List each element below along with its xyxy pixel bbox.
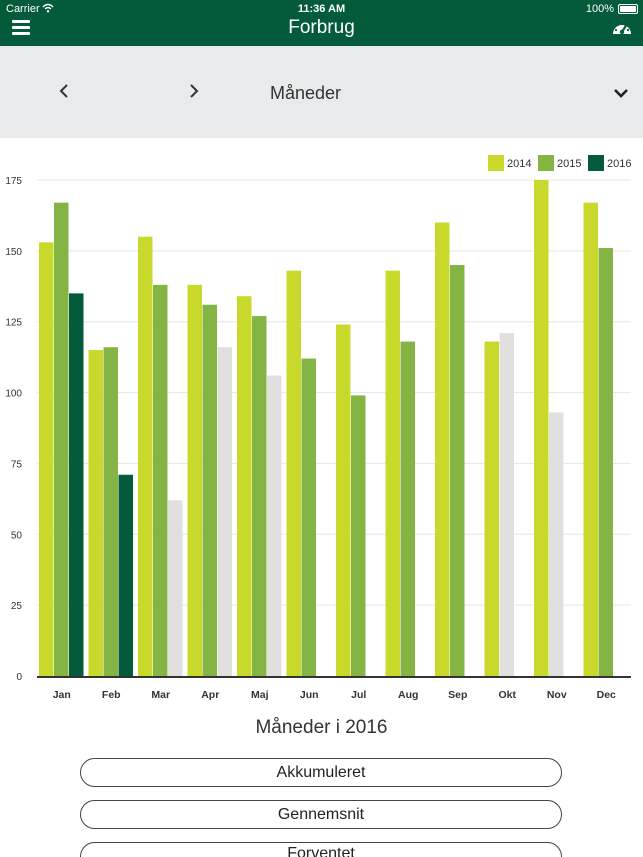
bar-2014-jul <box>336 324 351 676</box>
bar-2015-jan <box>54 202 69 676</box>
bar-2014-sep <box>435 222 450 676</box>
chevron-right-icon <box>190 84 199 98</box>
page-title: Forbrug <box>288 17 355 38</box>
y-tick-label: 125 <box>5 318 22 329</box>
bar-expected-maj <box>267 375 282 676</box>
accumulated-button[interactable]: Akkumuleret <box>80 758 562 787</box>
y-tick-label: 75 <box>11 459 23 470</box>
battery-percent: 100% <box>585 3 614 15</box>
x-tick-label: Maj <box>251 689 269 701</box>
x-tick-label: Jun <box>300 689 319 701</box>
x-tick-label: Mar <box>151 689 170 701</box>
dashboard-gauge-icon[interactable] <box>611 18 633 43</box>
battery-icon <box>618 4 638 14</box>
bar-2014-nov <box>534 180 549 676</box>
bar-2014-apr <box>187 284 202 676</box>
legend-label-2016: 2016 <box>607 158 631 170</box>
average-button[interactable]: Gennemsnit <box>80 800 562 829</box>
x-tick-label: Apr <box>201 689 219 701</box>
chart-subtitle: Måneder i 2016 <box>255 717 388 738</box>
expected-button[interactable]: Forventet <box>80 842 562 857</box>
bar-2015-jun <box>301 358 316 676</box>
bar-2015-maj <box>252 316 267 676</box>
carrier-label: Carrier <box>6 3 40 15</box>
legend-label-2014: 2014 <box>507 158 531 170</box>
bar-2014-dec <box>583 202 598 676</box>
bar-2015-feb <box>103 347 118 676</box>
bar-2015-sep <box>450 265 465 676</box>
y-tick-label: 50 <box>11 530 23 541</box>
x-tick-label: Dec <box>597 689 616 701</box>
legend-label-2015: 2015 <box>557 158 581 170</box>
period-selector: Måneder <box>0 46 643 138</box>
status-time: 11:36 AM <box>297 3 346 15</box>
y-tick-label: 0 <box>16 672 22 683</box>
consumption-bar-chart: 0 25 50 75 100 125 150 175 Jan Feb Mar Apr Maj Jun Jul… <box>5 155 631 701</box>
period-type-label[interactable]: Måneder <box>270 83 342 103</box>
previous-period-button[interactable] <box>55 81 75 101</box>
hamburger-menu-icon[interactable] <box>12 20 30 36</box>
y-tick-label: 25 <box>11 601 23 612</box>
x-tick-label: Feb <box>102 689 121 701</box>
legend-swatch-2015 <box>538 155 554 171</box>
x-tick-label: Nov <box>547 689 567 701</box>
y-tick-label: 175 <box>5 176 22 187</box>
y-tick-label: 150 <box>5 247 22 258</box>
bar-2014-feb <box>88 350 103 676</box>
y-tick-label: 100 <box>5 389 22 400</box>
bar-2015-aug <box>400 341 415 676</box>
bar-2014-maj <box>237 296 252 676</box>
x-tick-label: Okt <box>498 689 516 701</box>
period-dropdown-button[interactable] <box>611 83 631 103</box>
x-tick-label: Aug <box>398 689 418 701</box>
x-tick-label: Jan <box>53 689 71 701</box>
bar-2015-mar <box>153 284 168 676</box>
nav-bar: Forbrug <box>0 18 643 46</box>
bar-2014-jan <box>39 242 54 676</box>
status-bar: Carrier 11:36 AM 100% <box>0 0 643 18</box>
bar-expected-mar <box>168 500 183 676</box>
bar-2016-feb <box>118 474 133 676</box>
bar-2014-jun <box>286 270 301 676</box>
legend-swatch-2014 <box>488 155 504 171</box>
bar-expected-nov <box>549 412 564 676</box>
bar-2015-jul <box>351 395 366 676</box>
bar-expected-apr <box>217 347 232 676</box>
bar-2015-apr <box>202 304 217 676</box>
chevron-left-icon <box>59 84 68 98</box>
bar-expected-okt <box>499 333 514 676</box>
next-period-button[interactable] <box>183 81 203 101</box>
x-tick-label: Jul <box>351 689 366 701</box>
wifi-icon <box>42 3 54 16</box>
bar-2014-aug <box>385 270 400 676</box>
bar-2016-jan <box>69 293 84 676</box>
x-tick-label: Sep <box>448 689 467 701</box>
legend-swatch-2016 <box>588 155 604 171</box>
bar-2014-mar <box>138 236 153 676</box>
bar-2015-dec <box>598 248 613 676</box>
bar-2014-okt <box>484 341 499 676</box>
chevron-down-icon <box>614 89 628 98</box>
